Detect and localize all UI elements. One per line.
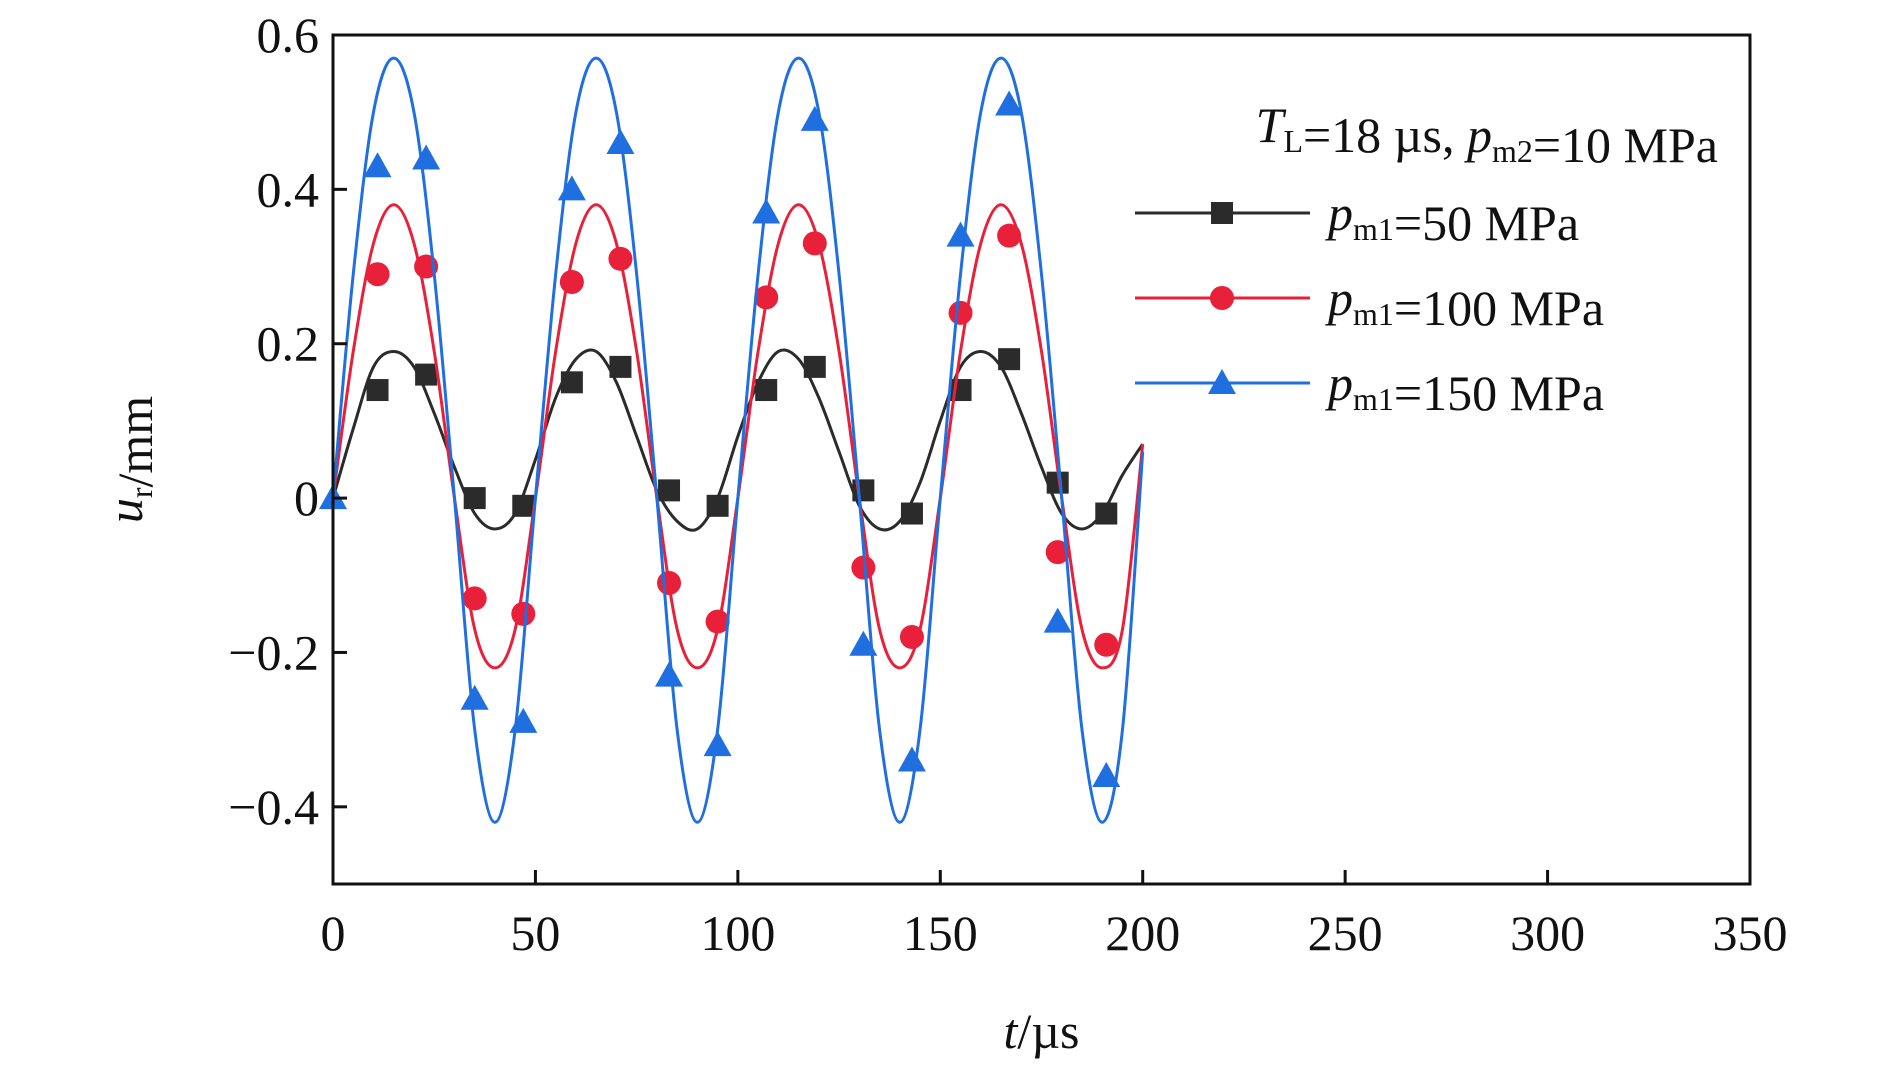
series-1-point-15 bbox=[1046, 471, 1069, 494]
series-3-point-3 bbox=[412, 144, 441, 170]
y-tick-label-3: 0.2 bbox=[257, 316, 320, 372]
series-3-point-11 bbox=[800, 105, 829, 131]
series-3-point-7 bbox=[606, 129, 635, 155]
legend-label-2: pm1=100 MPa bbox=[1325, 270, 1604, 336]
series-3-point-5 bbox=[509, 707, 538, 733]
x-tick-label-1: 0 bbox=[321, 905, 346, 961]
series-1-point-5 bbox=[560, 371, 583, 394]
series-2-point-8 bbox=[705, 609, 730, 634]
series-1-point-1 bbox=[366, 379, 389, 402]
y-tick-label-5: −0.2 bbox=[228, 624, 319, 680]
y-tick-label-6: −0.4 bbox=[228, 779, 319, 835]
series-2-point-12 bbox=[899, 625, 924, 650]
series-line-3 bbox=[331, 56, 1145, 824]
y-tick-label-2: 0.4 bbox=[257, 161, 320, 217]
x-axis-label: t/µs bbox=[1003, 1003, 1079, 1059]
x-tick-label-6: 250 bbox=[1308, 905, 1383, 961]
series-1-point-4 bbox=[512, 494, 535, 517]
series-2-point-7 bbox=[657, 570, 682, 595]
y-tick-label-4: 0 bbox=[294, 470, 319, 526]
series-1-point-3 bbox=[463, 487, 486, 510]
series-3-point-12 bbox=[849, 630, 878, 656]
legend-marker-3 bbox=[1208, 369, 1236, 394]
series-3-point-17 bbox=[1092, 761, 1121, 787]
y-axis-label-group: ur/mm bbox=[97, 396, 163, 523]
series-2-point-9 bbox=[754, 285, 779, 310]
series-1-point-16 bbox=[1095, 502, 1118, 525]
series-2-point-5 bbox=[559, 269, 584, 294]
series-2-point-16 bbox=[1094, 632, 1119, 657]
series-1-point-12 bbox=[900, 502, 923, 525]
series-3-point-15 bbox=[995, 90, 1024, 116]
series-2-point-11 bbox=[851, 555, 876, 580]
x-tick-label-4: 150 bbox=[903, 905, 978, 961]
legend: TL=18 µs, pm2=10 MPa pm1=50 MPa pm1=100 MP… bbox=[1135, 97, 1718, 421]
legend-title: TL=18 µs, pm2=10 MPa bbox=[1256, 97, 1718, 173]
x-tick-label-5: 200 bbox=[1105, 905, 1180, 961]
series-1-point-2 bbox=[415, 363, 438, 386]
series-2-point-1 bbox=[365, 262, 390, 287]
legend-marker-1 bbox=[1211, 202, 1233, 224]
series-2-point-14 bbox=[997, 223, 1022, 248]
y-tick-label-1: 0.6 bbox=[257, 7, 320, 63]
legend-label-1: pm1=50 MPa bbox=[1325, 185, 1579, 251]
legend-label-3: pm1=150 MPa bbox=[1325, 355, 1604, 421]
series-1-point-10 bbox=[803, 355, 826, 378]
x-tick-label-3: 100 bbox=[700, 905, 775, 961]
plot-frame bbox=[331, 33, 1752, 886]
series-3-point-9 bbox=[703, 731, 732, 757]
series-3-point-14 bbox=[946, 221, 975, 247]
series-1-point-6 bbox=[609, 355, 632, 378]
series-3-point-2 bbox=[363, 152, 392, 178]
series-3-point-6 bbox=[557, 175, 586, 201]
series-1-point-9 bbox=[755, 379, 778, 402]
series-2-point-6 bbox=[608, 246, 633, 271]
series-3-point-4 bbox=[460, 684, 489, 710]
legend-marker-2 bbox=[1210, 286, 1234, 310]
series-2-point-10 bbox=[802, 231, 827, 256]
series-2-point-4 bbox=[511, 601, 536, 626]
series-3-point-10 bbox=[752, 198, 781, 224]
series-1-point-7 bbox=[658, 479, 681, 502]
y-axis-label: ur/mm bbox=[97, 396, 163, 523]
series-1-point-14 bbox=[998, 348, 1021, 371]
x-tick-label-8: 350 bbox=[1713, 905, 1788, 961]
series-3-point-13 bbox=[897, 746, 926, 772]
x-tick-label-2: 50 bbox=[510, 905, 560, 961]
axes-layer: 0 50 100 150 200 250 300 350 0.6 0.4 0.2 0 −0.2 −0.4 t… bbox=[97, 7, 1788, 1059]
series-2-point-13 bbox=[948, 300, 973, 325]
x-tick-label-7: 300 bbox=[1510, 905, 1585, 961]
series-2-point-3 bbox=[462, 586, 487, 611]
series-1-point-8 bbox=[706, 494, 729, 517]
plot-layer bbox=[319, 56, 1145, 824]
series-2-point-15 bbox=[1045, 540, 1070, 565]
series-3-point-8 bbox=[655, 661, 684, 687]
series-3-point-16 bbox=[1043, 607, 1072, 633]
